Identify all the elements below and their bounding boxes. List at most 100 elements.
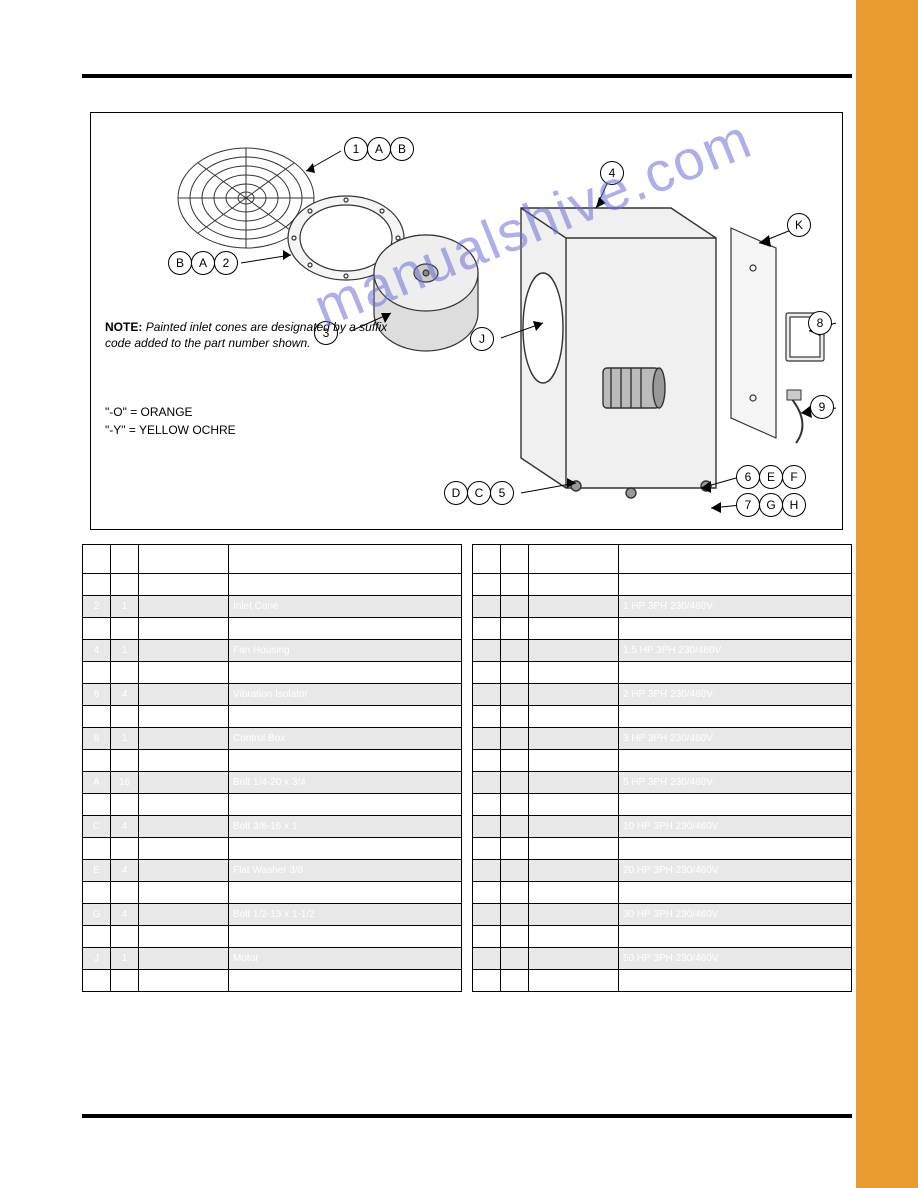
table-cell: 4 xyxy=(111,882,139,904)
table-cell xyxy=(529,926,619,948)
bubble-C: C xyxy=(467,481,491,505)
table-cell: 4 xyxy=(111,816,139,838)
callout-DC5: D C 5 xyxy=(445,481,514,505)
table-cell: Motor Plate xyxy=(229,970,462,992)
table-cell: Mounting Bolt xyxy=(229,706,462,728)
table-cell: C xyxy=(83,816,111,838)
table-cell: 7 xyxy=(83,706,111,728)
table-cell: 3 HP 1PH 230V xyxy=(619,706,852,728)
table-row: 2 HP 1PH 115/230V xyxy=(473,662,852,684)
bubble-J: J xyxy=(470,327,494,351)
table-cell xyxy=(473,970,501,992)
table-row: 1 HP 3PH 230/460V xyxy=(473,596,852,618)
table-row: 11Fan Guard xyxy=(83,574,462,596)
table-cell: Bolt 3/8-16 x 1 xyxy=(229,816,462,838)
suffix-legend: "-O" = ORANGE "-Y" = YELLOW OCHRE xyxy=(105,403,236,439)
bubble-2: 2 xyxy=(214,251,238,275)
table-cell xyxy=(529,970,619,992)
table-cell xyxy=(529,794,619,816)
table-row: 10 HP 3PH 230/460V xyxy=(473,816,852,838)
table-cell: B xyxy=(83,794,111,816)
table-cell xyxy=(501,574,529,596)
table-cell: E xyxy=(83,860,111,882)
table-row: B16Nut 1/4-20 xyxy=(83,794,462,816)
table-cell: 2 HP 1PH 115/230V xyxy=(619,662,852,684)
table-cell: 4 xyxy=(111,706,139,728)
bubble-E: E xyxy=(759,465,783,489)
footer-text: PNEG-1858 Centrifugal Fan Heater xyxy=(82,1124,240,1135)
table-cell xyxy=(529,662,619,684)
table-cell xyxy=(473,618,501,640)
bubble-D: D xyxy=(444,481,468,505)
table-cell xyxy=(473,860,501,882)
table-cell: 1 xyxy=(111,662,139,684)
table-row: 20 HP 3PH 230/460V xyxy=(473,860,852,882)
table-row: C4 Bolt 3/8-16 x 1 xyxy=(83,816,462,838)
table-row: 50 HP 3PH 230/460V xyxy=(473,948,852,970)
table-row: 1.5 HP 1PH 115/230V xyxy=(473,618,852,640)
table-cell xyxy=(501,860,529,882)
parts-table-left: Ref #QtyPart #Description11Fan Guard21In… xyxy=(82,544,462,992)
callout-8: 8 xyxy=(809,311,832,335)
table-cell xyxy=(501,794,529,816)
table-row: 1 HP 1PH 115/230V xyxy=(473,574,852,596)
table-cell: 50 HP 3PH 230/460V xyxy=(619,948,852,970)
table-cell xyxy=(501,926,529,948)
table-row: 5 HP 3PH 230/460V xyxy=(473,772,852,794)
table-cell xyxy=(139,904,229,926)
footer-rule xyxy=(82,1114,852,1118)
bubble-9: 9 xyxy=(810,395,834,419)
table-row: 5 HP 1PH 230V xyxy=(473,750,852,772)
table-row: 51Motor Mount Assembly xyxy=(83,662,462,684)
table-cell xyxy=(529,750,619,772)
table-cell: Bolt 1/4-20 x 3/4 xyxy=(229,772,462,794)
table-cell xyxy=(473,662,501,684)
table-row: K1Motor Plate xyxy=(83,970,462,992)
table-row: 40 HP 3PH 230/460V xyxy=(473,926,852,948)
table-cell xyxy=(501,904,529,926)
table-cell xyxy=(529,596,619,618)
bubble-4: 4 xyxy=(600,161,624,185)
table-cell: A xyxy=(83,772,111,794)
table-cell: 1 xyxy=(111,728,139,750)
table-cell xyxy=(473,838,501,860)
table-row: 3 HP 1PH 230V xyxy=(473,706,852,728)
note-text: Painted inlet cones are designated by a … xyxy=(105,320,387,350)
table-cell xyxy=(529,684,619,706)
table-cell: Nut 3/8-16 xyxy=(229,882,462,904)
table-row: 74 Mounting Bolt xyxy=(83,706,462,728)
table-row: 81Control Box xyxy=(83,728,462,750)
table-cell xyxy=(501,750,529,772)
table-cell xyxy=(473,750,501,772)
table-cell: 10 HP 3PH 230/460V xyxy=(619,816,852,838)
table-cell xyxy=(529,882,619,904)
bubble-7: 7 xyxy=(736,493,760,517)
table-header: Ref # xyxy=(473,545,501,574)
table-header: Part # xyxy=(529,545,619,574)
callout-1AB: 1 A B xyxy=(345,137,414,161)
table-cell: 1 xyxy=(111,574,139,596)
table-row: 7.5 HP 3PH 230/460V xyxy=(473,794,852,816)
table-row: 31Blower Wheel xyxy=(83,618,462,640)
table-header: Description xyxy=(619,545,852,574)
accent-sidebar xyxy=(856,0,918,1188)
callout-7GH: 7 G H xyxy=(737,493,806,517)
table-cell xyxy=(473,596,501,618)
table-row: 2 HP 3PH 230/460V xyxy=(473,684,852,706)
diagram-note: NOTE: Painted inlet cones are designated… xyxy=(105,319,415,351)
page-number: 21 xyxy=(831,1124,844,1138)
table-cell xyxy=(501,662,529,684)
bubble-B: B xyxy=(390,137,414,161)
table-cell: G xyxy=(83,904,111,926)
table-cell xyxy=(501,882,529,904)
table-cell: 4 xyxy=(111,684,139,706)
table-header: Qty xyxy=(501,545,529,574)
table-cell: 4 xyxy=(111,904,139,926)
table-row: D4Lock Washer 3/8 xyxy=(83,838,462,860)
table-cell: 1 xyxy=(111,596,139,618)
table-cell: 8 xyxy=(83,728,111,750)
table-row: 41Fan Housing xyxy=(83,640,462,662)
callout-6EF: 6 E F xyxy=(737,465,806,489)
table-cell xyxy=(501,970,529,992)
table-cell: Fan Housing xyxy=(229,640,462,662)
